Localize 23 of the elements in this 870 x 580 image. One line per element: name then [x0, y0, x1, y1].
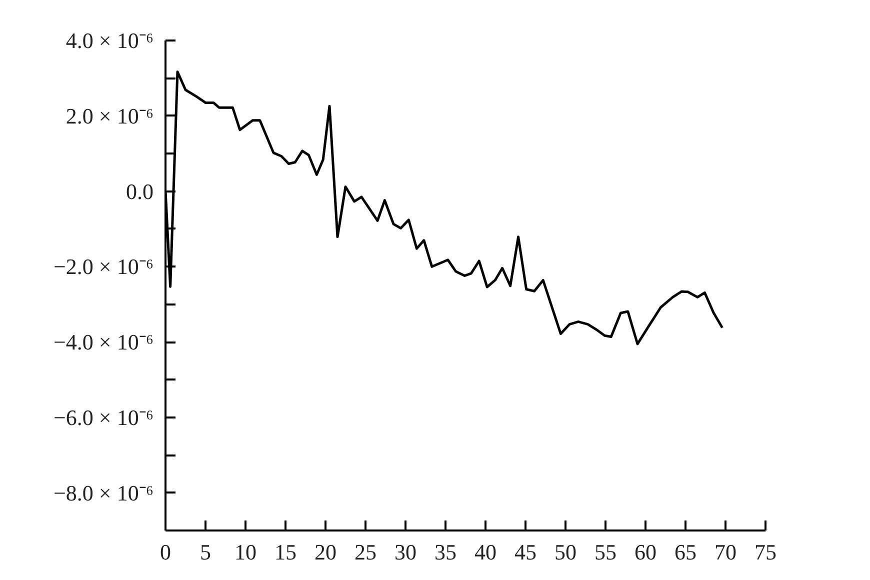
x-tick-label: 35 — [434, 540, 456, 564]
x-tick-label: 70 — [714, 540, 736, 564]
y-tick-label: 2.0 × 10⁻⁶ — [66, 103, 154, 128]
x-tick-label: 10 — [234, 540, 256, 564]
x-tick-label: 0 — [160, 540, 171, 564]
x-tick-label: 40 — [474, 540, 496, 564]
x-tick-label: 20 — [314, 540, 336, 564]
x-tick-label: 75 — [754, 540, 776, 564]
y-tick-label: −6.0 × 10⁻⁶ — [54, 404, 154, 430]
x-tick-label: 15 — [274, 540, 296, 564]
x-tick-label: 55 — [594, 540, 616, 564]
x-tick-label: 45 — [514, 540, 536, 564]
x-tick-label: 30 — [394, 540, 416, 564]
x-tick-label: 60 — [634, 540, 656, 564]
x-tick-label: 65 — [674, 540, 696, 564]
x-tick-label: 25 — [354, 540, 376, 564]
x-tick-label: 50 — [554, 540, 576, 564]
y-tick-label: −2.0 × 10⁻⁶ — [54, 254, 154, 280]
x-tick-label: 5 — [200, 540, 211, 564]
y-tick-label: −4.0 × 10⁻⁶ — [54, 330, 154, 355]
y-tick-label: −8.0 × 10⁻⁶ — [54, 480, 154, 506]
y-tick-label: 4.0 × 10⁻⁶ — [66, 28, 154, 53]
y-tick-label: 0.0 — [126, 178, 154, 204]
